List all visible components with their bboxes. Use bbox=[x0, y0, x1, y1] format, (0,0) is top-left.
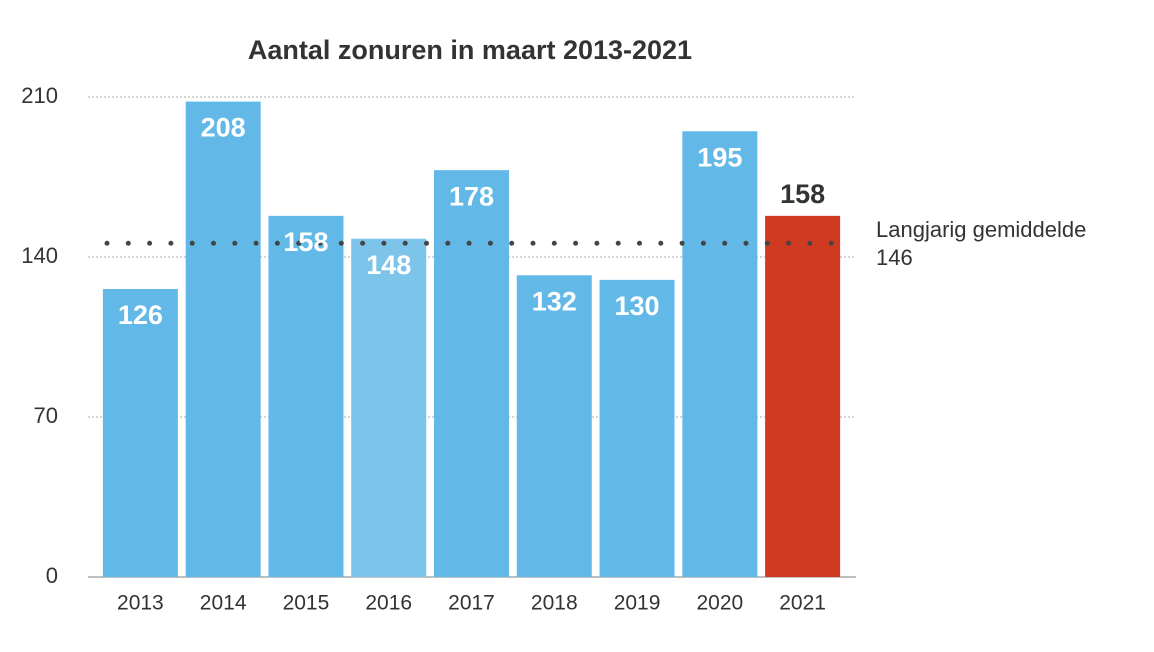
data-label: 208 bbox=[201, 113, 246, 143]
bar bbox=[268, 215, 344, 577]
x-tick-label: 2013 bbox=[117, 592, 164, 615]
data-label: 148 bbox=[366, 250, 411, 280]
bar bbox=[434, 170, 509, 577]
bar bbox=[599, 279, 675, 577]
y-tick-label: 210 bbox=[21, 83, 58, 108]
data-label: 178 bbox=[449, 181, 494, 211]
x-tick-label: 2016 bbox=[365, 592, 412, 615]
x-tick-label: 2021 bbox=[779, 592, 826, 615]
data-label: 195 bbox=[697, 142, 742, 172]
bar bbox=[516, 275, 592, 577]
y-tick-label: 0 bbox=[46, 563, 58, 588]
data-label: 130 bbox=[615, 291, 660, 321]
y-tick-label: 140 bbox=[21, 243, 58, 268]
reference-value: 146 bbox=[876, 245, 913, 270]
data-label: 126 bbox=[118, 300, 163, 330]
y-tick-label: 70 bbox=[34, 403, 58, 428]
chart-title: Aantal zonuren in maart 2013-2021 bbox=[248, 35, 692, 65]
x-tick-label: 2015 bbox=[283, 592, 330, 615]
x-tick-label: 2017 bbox=[448, 592, 495, 615]
bar bbox=[351, 238, 427, 577]
data-label: 158 bbox=[283, 227, 328, 257]
reference-label: Langjarig gemiddelde bbox=[876, 217, 1086, 242]
bar bbox=[765, 215, 841, 577]
bar bbox=[102, 289, 178, 577]
x-tick-label: 2019 bbox=[614, 592, 661, 615]
x-tick-label: 2014 bbox=[200, 592, 247, 615]
bar bbox=[682, 131, 758, 578]
bar bbox=[185, 101, 261, 578]
x-tick-label: 2020 bbox=[696, 592, 743, 615]
data-label: 158 bbox=[780, 179, 825, 209]
x-tick-label: 2018 bbox=[531, 592, 578, 615]
data-label: 132 bbox=[532, 286, 577, 316]
